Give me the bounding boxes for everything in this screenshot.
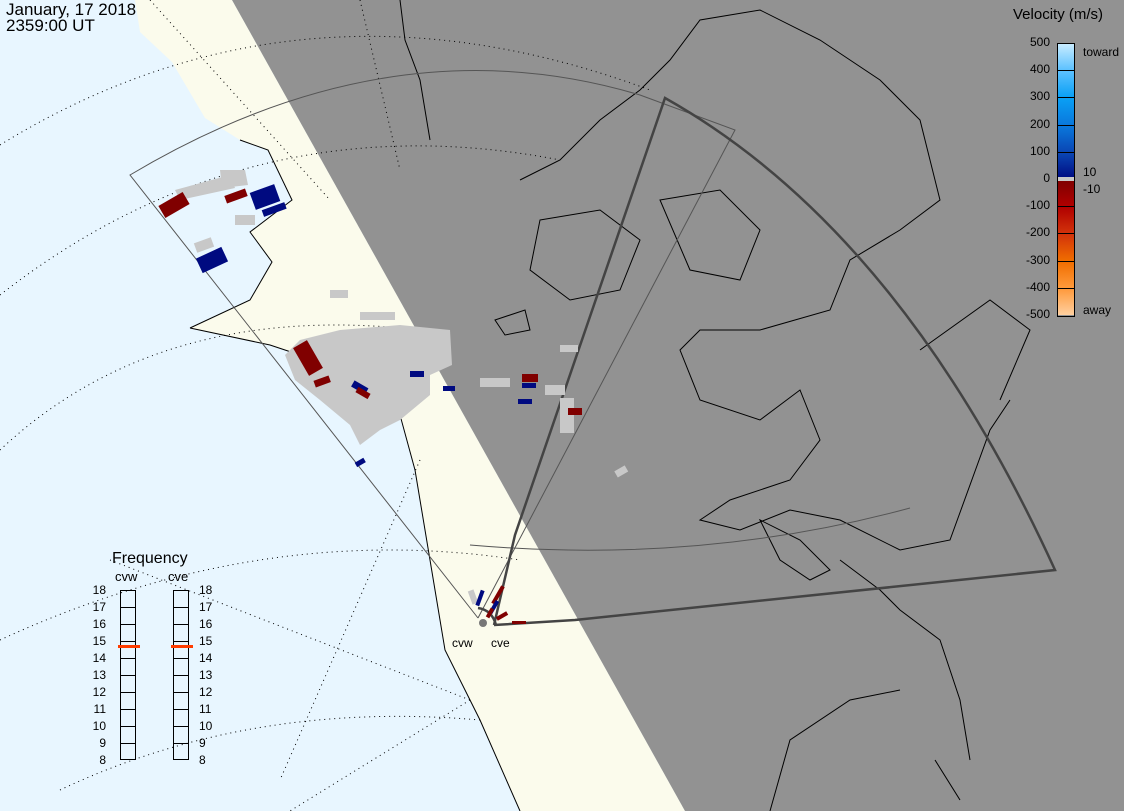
frequency-tick-label: 14 xyxy=(92,651,106,665)
frequency-tick-label: 10 xyxy=(199,719,213,733)
colorbar-tick-label: 300 xyxy=(1029,89,1050,104)
gs-pos-label: 10 xyxy=(1083,165,1097,179)
frequency-title: Frequency xyxy=(112,550,188,567)
cvw-fov xyxy=(129,70,736,619)
gs-neg-label: -10 xyxy=(1083,182,1101,196)
toward-label: toward xyxy=(1083,45,1120,59)
cvw-site-marker xyxy=(479,619,487,627)
cvw-frequency-marker xyxy=(118,644,140,648)
colorbar-segment xyxy=(1058,125,1074,153)
time-label: 2359:00 UT xyxy=(6,16,95,35)
velocity-colorbar xyxy=(1057,43,1075,317)
cvw-site-label: cvw xyxy=(452,636,473,650)
colorbar-tick-label: -100 xyxy=(1025,198,1050,213)
frequency-tick-label: 8 xyxy=(199,753,206,767)
lat-lon-grid xyxy=(0,0,651,811)
frequency-tick-label: 8 xyxy=(99,753,106,767)
colorbar-tick-label: -500 xyxy=(1025,307,1050,321)
colorbar-tick-label: -200 xyxy=(1025,225,1050,240)
colorbar-segment xyxy=(1058,98,1074,126)
cve-frequency-bar xyxy=(173,590,189,760)
frequency-tick-label: 9 xyxy=(99,736,106,750)
frequency-tick-label: 13 xyxy=(199,668,213,682)
colorbar-tick-label: 200 xyxy=(1029,116,1050,131)
colorbar-title: Velocity (m/s) xyxy=(1013,6,1104,23)
colorbar-tick-label: 0 xyxy=(1043,171,1050,185)
frequency-tick-label: 9 xyxy=(199,736,206,750)
colorbar-segment xyxy=(1058,261,1074,289)
cve-freq-label: cve xyxy=(168,569,189,584)
cve-site-label: cve xyxy=(491,636,510,650)
colorbar-tick-label: -300 xyxy=(1025,252,1050,267)
frequency-tick-label: 13 xyxy=(92,668,106,682)
frequency-tick-label: 16 xyxy=(199,617,213,631)
frequency-tick-label: 11 xyxy=(199,702,212,716)
colorbar-tick-label: 400 xyxy=(1029,62,1050,77)
frequency-tick-label: 12 xyxy=(92,685,106,699)
colorbar-ground-scatter xyxy=(1058,176,1074,181)
frequency-tick-label: 18 xyxy=(199,583,213,597)
date-label: January, 17 2018 xyxy=(6,0,137,19)
colorbar-segment xyxy=(1058,207,1074,235)
frequency-tick-label: 10 xyxy=(92,719,106,733)
frequency-tick-label: 11 xyxy=(93,702,106,716)
range-arc xyxy=(469,507,911,551)
velocity-cells xyxy=(158,184,582,624)
frequency-tick-label: 15 xyxy=(92,634,106,648)
frequency-tick-label: 16 xyxy=(92,617,106,631)
colorbar-tick-label: -400 xyxy=(1025,279,1050,294)
colorbar-segment xyxy=(1058,44,1074,72)
frequency-tick-label: 15 xyxy=(199,634,213,648)
colorbar-segment xyxy=(1058,152,1074,180)
away-label: away xyxy=(1083,303,1112,317)
frequency-tick-label: 18 xyxy=(92,583,106,597)
colorbar-tick-label: 500 xyxy=(1029,35,1050,49)
colorbar-segment xyxy=(1058,71,1074,99)
cve-frequency-marker xyxy=(171,644,193,648)
frequency-tick-label: 14 xyxy=(199,651,213,665)
colorbar-segment xyxy=(1058,234,1074,262)
frequency-tick-label: 17 xyxy=(92,600,106,614)
night-region xyxy=(232,0,1124,811)
cvw-frequency-bar xyxy=(120,590,136,760)
ground-scatter xyxy=(175,170,629,605)
colorbar-segment xyxy=(1058,288,1074,315)
colorbar-segment xyxy=(1058,180,1074,208)
cvw-freq-label: cvw xyxy=(115,569,138,584)
frequency-tick-label: 12 xyxy=(199,685,213,699)
colorbar-tick-label: 100 xyxy=(1029,143,1050,158)
map-title: January, 17 2018 2359:00 UT xyxy=(6,0,137,35)
frequency-tick-label: 17 xyxy=(199,600,213,614)
